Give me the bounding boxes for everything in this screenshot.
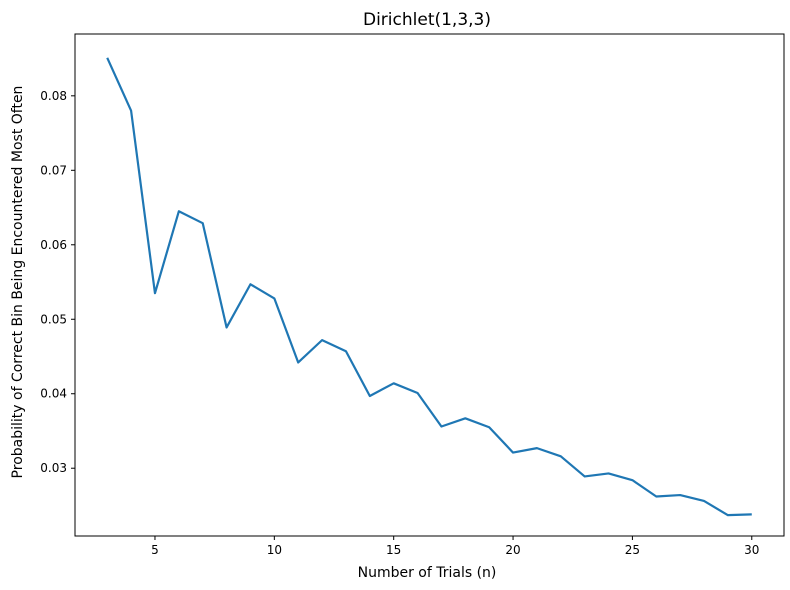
- y-tick-label: 0.05: [40, 312, 67, 326]
- x-axis-label: Number of Trials (n): [358, 565, 497, 581]
- x-tick-label: 5: [151, 543, 159, 557]
- y-tick-label: 0.07: [40, 163, 67, 177]
- x-tick-label: 20: [505, 543, 520, 557]
- y-axis-label: Probability of Correct Bin Being Encount…: [10, 86, 26, 479]
- y-tick-label: 0.06: [40, 238, 67, 252]
- y-tick-label: 0.04: [40, 387, 67, 401]
- series-line: [106, 57, 752, 517]
- x-tick-label: 10: [267, 543, 282, 557]
- y-axis: 0.03 0.04 0.05 0.06 0.07 0.08: [40, 89, 75, 475]
- chart-title: Dirichlet(1,3,3): [363, 10, 491, 30]
- x-tick-label: 15: [386, 543, 401, 557]
- x-tick-label: 25: [625, 543, 640, 557]
- y-tick-label: 0.08: [40, 89, 67, 103]
- plot-frame: [74, 33, 785, 537]
- y-tick-label: 0.03: [40, 461, 67, 475]
- x-axis: 5 10 15 20 25 30: [151, 536, 759, 557]
- x-tick-label: 30: [744, 543, 759, 557]
